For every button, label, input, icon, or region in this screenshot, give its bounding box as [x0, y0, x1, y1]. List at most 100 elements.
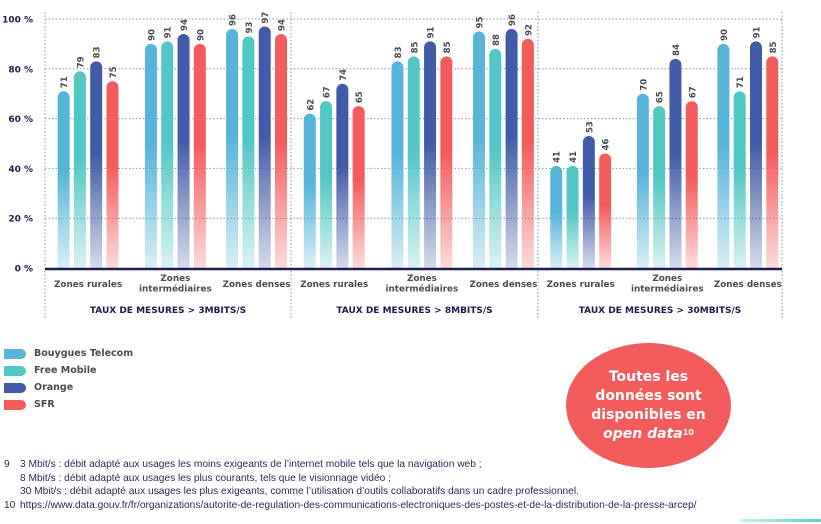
legend-label: Orange — [34, 382, 74, 393]
footnote-number: 9 — [4, 459, 10, 470]
bar — [57, 91, 70, 268]
data-label: 62 — [306, 99, 316, 111]
y-tick-label: 80 % — [8, 65, 33, 75]
panel-title: TAUX DE MESURES > 8MBITS/S — [336, 306, 492, 316]
bar — [599, 153, 612, 268]
category-label: intermédiaires — [631, 284, 704, 295]
bar — [582, 136, 595, 268]
data-label: 79 — [76, 56, 86, 68]
y-axis: 0 % 20 % 40 % 60 % 80 % 100 % — [2, 16, 33, 275]
bar — [685, 101, 698, 268]
y-tick-label: 100 % — [2, 16, 33, 26]
legend: Bouygues Telecom Free Mobile Orange SFR — [4, 345, 133, 413]
bar — [521, 38, 534, 268]
data-label: 90 — [196, 29, 206, 41]
data-label: 71 — [60, 76, 70, 88]
category-label: Zones denses — [469, 280, 537, 290]
category-label: Zones — [160, 274, 190, 284]
bar — [177, 33, 190, 268]
panel-title: TAUX DE MESURES > 30MBITS/S — [579, 306, 742, 316]
bar — [566, 165, 579, 268]
bar — [749, 41, 762, 268]
data-label: 74 — [339, 69, 349, 81]
data-label: 65 — [656, 91, 666, 103]
data-label: 91 — [752, 26, 762, 38]
legend-swatch-orange — [4, 382, 26, 393]
bar — [653, 106, 666, 268]
footnote-link[interactable]: https://www.data.gouv.fr/fr/organization… — [20, 499, 697, 511]
category-label: Zones denses — [714, 280, 782, 290]
bar — [161, 41, 174, 268]
callout-line: disponibles en — [591, 406, 706, 423]
callout-open-data: open data — [603, 425, 683, 442]
bar — [472, 31, 485, 269]
footnote-line: 3 Mbit/s : débit adapté aux usages les m… — [20, 459, 482, 470]
bar — [489, 48, 502, 268]
bar — [717, 43, 730, 268]
bar — [424, 41, 437, 268]
footnote-ref: 10 — [682, 427, 694, 437]
legend-label: SFR — [34, 399, 55, 410]
category-label: intermédiaires — [386, 284, 459, 295]
data-label: 71 — [736, 76, 746, 88]
data-label: 92 — [524, 24, 534, 36]
bar — [320, 101, 333, 268]
legend-item-bouygues: Bouygues Telecom — [4, 345, 133, 362]
data-label: 83 — [394, 46, 404, 58]
data-label: 90 — [147, 29, 157, 41]
legend-swatch-sfr — [4, 399, 26, 410]
bar — [144, 43, 157, 268]
bar — [336, 83, 349, 268]
bar — [73, 71, 86, 268]
data-label: 41 — [553, 151, 563, 163]
bar — [226, 28, 239, 268]
footnote-9: 9 3 Mbit/s : débit adapté aux usages les… — [4, 458, 696, 499]
data-label: 75 — [109, 66, 119, 78]
data-label: 67 — [323, 86, 333, 98]
panel-title: TAUX DE MESURES > 3MBITS/S — [90, 306, 246, 316]
category-label: Zones denses — [223, 280, 291, 290]
bar — [636, 93, 649, 268]
data-label: 46 — [602, 139, 612, 151]
bar — [407, 56, 420, 268]
data-label: 94 — [180, 19, 190, 31]
data-label: 85 — [769, 41, 779, 53]
data-label: 97 — [261, 12, 271, 24]
data-label: 41 — [569, 151, 579, 163]
footnotes: 9 3 Mbit/s : débit adapté aux usages les… — [4, 458, 696, 512]
bar — [193, 43, 206, 268]
decorative-line — [740, 519, 821, 522]
legend-label: Bouygues Telecom — [34, 348, 134, 359]
legend-item-orange: Orange — [4, 379, 133, 396]
data-label: 91 — [427, 26, 437, 38]
data-label: 95 — [475, 17, 485, 29]
footnote-10: 10 https://www.data.gouv.fr/fr/organizat… — [4, 499, 696, 513]
category-label: Zones — [407, 274, 437, 284]
data-label: 88 — [492, 34, 502, 46]
callout-line: données sont — [595, 387, 702, 404]
category-label: intermédiaires — [139, 284, 212, 295]
bar — [106, 81, 119, 268]
category-label: Zones rurales — [300, 280, 368, 290]
open-data-callout: Toutes les données sont disponibles en o… — [566, 343, 731, 468]
legend-item-free: Free Mobile — [4, 362, 133, 379]
bar — [766, 56, 779, 268]
bar — [242, 36, 255, 269]
bar — [550, 165, 563, 268]
y-tick-label: 60 % — [8, 115, 33, 125]
data-label: 65 — [355, 91, 365, 103]
bar — [258, 26, 271, 268]
bar — [440, 56, 453, 268]
data-label: 85 — [410, 41, 420, 53]
data-label: 90 — [720, 29, 730, 41]
bar-chart: 0 % 20 % 40 % 60 % 80 % 100 % 71 79 83 75 90 91 94 9… — [2, 12, 783, 318]
y-tick-label: 0 % — [15, 265, 33, 275]
footnote-number: 10 — [4, 499, 16, 511]
data-label: 93 — [245, 22, 255, 34]
legend-item-sfr: SFR — [4, 396, 133, 413]
data-label: 67 — [688, 86, 698, 98]
category-label: Zones rurales — [547, 280, 615, 290]
data-label: 83 — [93, 46, 103, 58]
data-label: 91 — [164, 26, 174, 38]
